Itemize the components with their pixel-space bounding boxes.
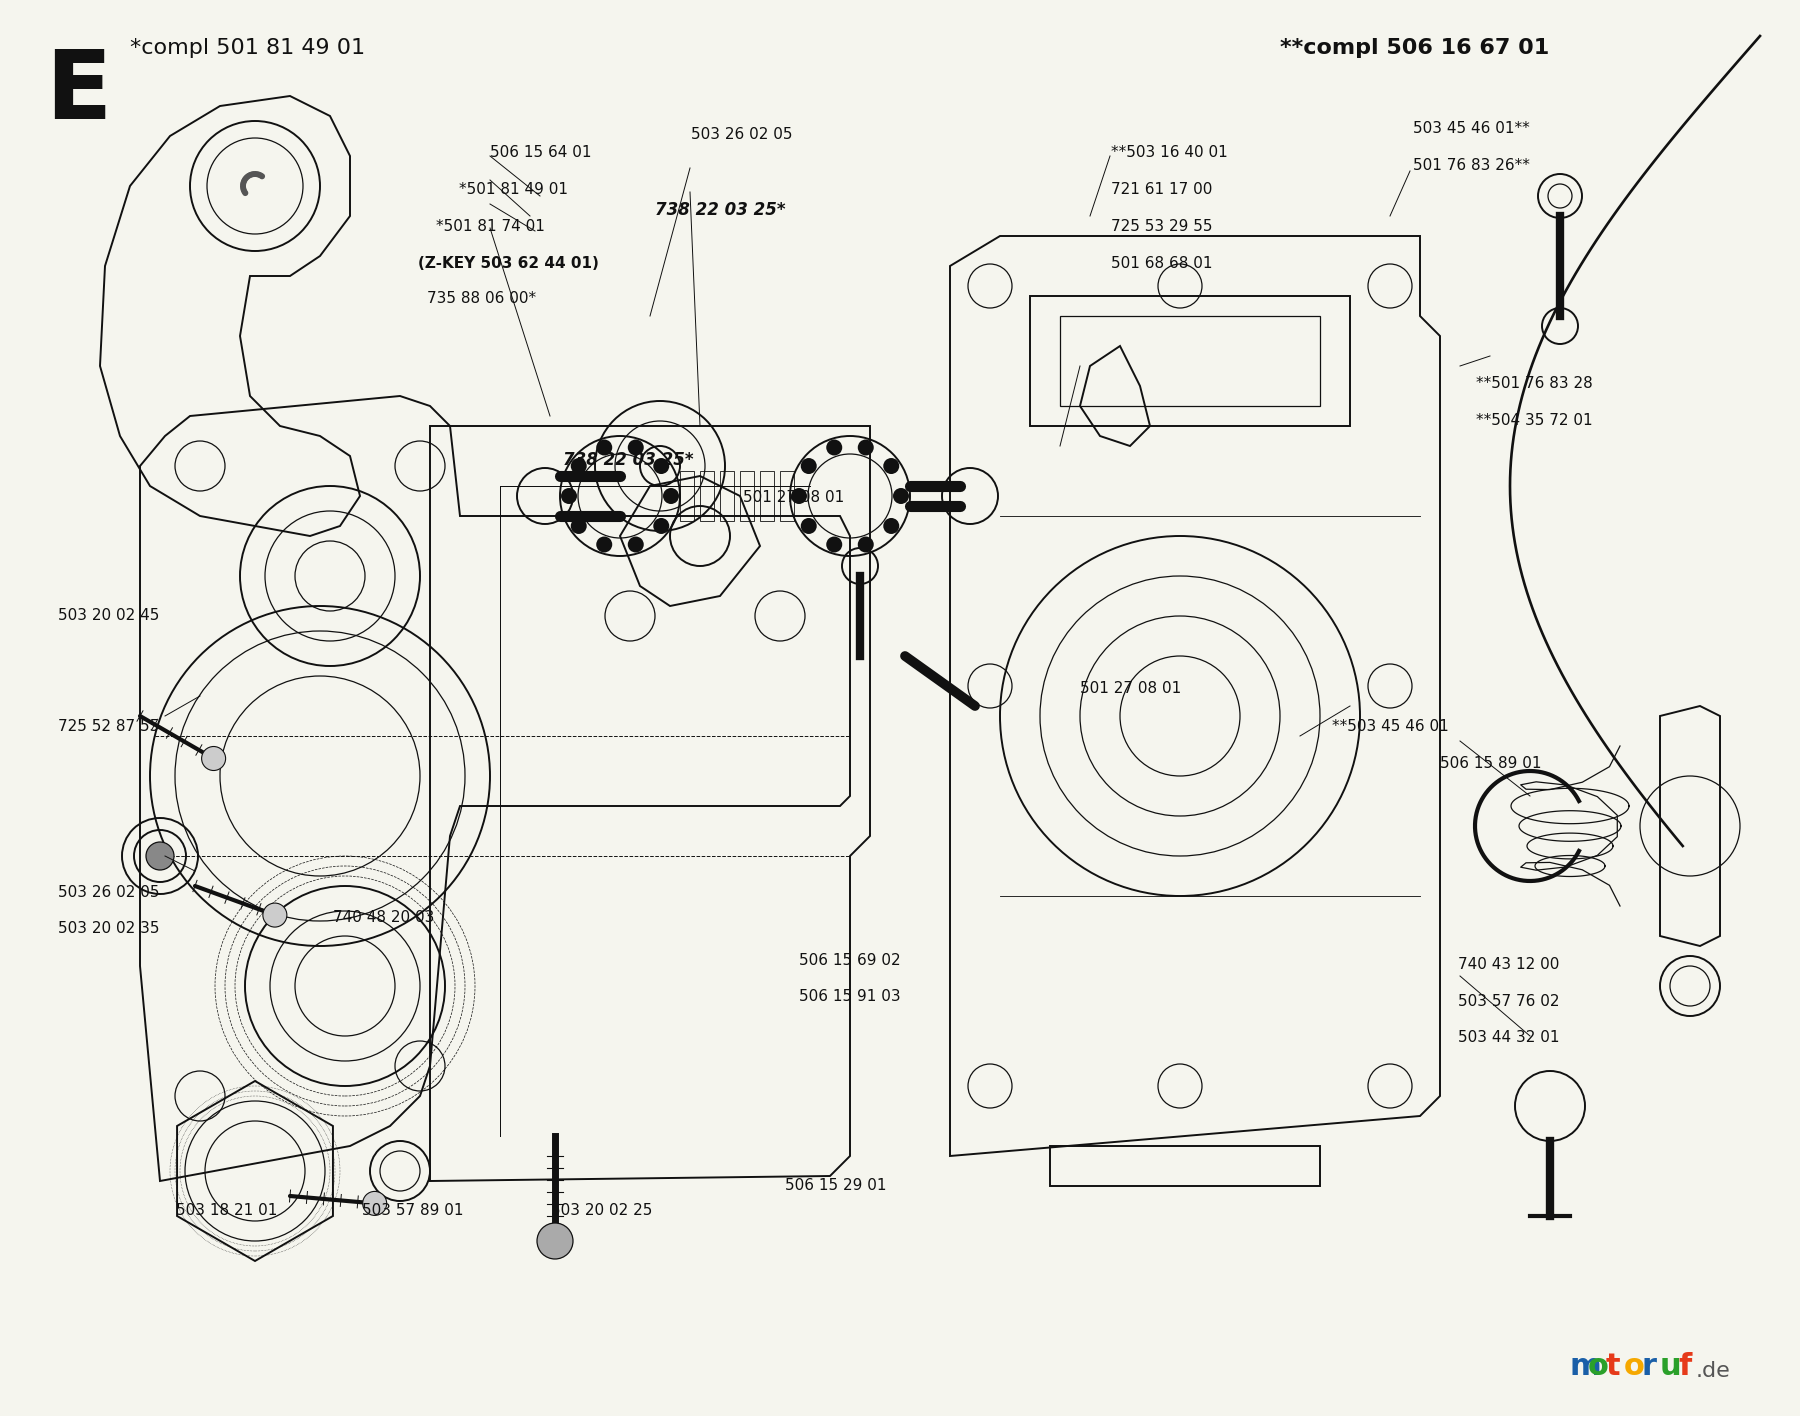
Text: r: r bbox=[1642, 1352, 1658, 1381]
Circle shape bbox=[562, 489, 578, 504]
Circle shape bbox=[653, 457, 670, 474]
Text: 503 57 89 01: 503 57 89 01 bbox=[362, 1204, 463, 1218]
Text: f: f bbox=[1678, 1352, 1692, 1381]
Text: 506 15 89 01: 506 15 89 01 bbox=[1440, 756, 1541, 770]
Circle shape bbox=[239, 185, 247, 191]
Text: (Z-KEY 503 62 44 01): (Z-KEY 503 62 44 01) bbox=[418, 256, 598, 270]
Text: o: o bbox=[1588, 1352, 1609, 1381]
Text: 506 15 91 03: 506 15 91 03 bbox=[799, 990, 900, 1004]
Text: 506 15 64 01: 506 15 64 01 bbox=[490, 146, 590, 160]
Text: 506 15 29 01: 506 15 29 01 bbox=[785, 1178, 886, 1192]
Text: **504 35 72 01: **504 35 72 01 bbox=[1476, 413, 1593, 428]
Text: *compl 501 81 49 01: *compl 501 81 49 01 bbox=[130, 38, 365, 58]
Circle shape bbox=[146, 843, 175, 869]
Text: t: t bbox=[1606, 1352, 1620, 1381]
Text: 721 61 17 00: 721 61 17 00 bbox=[1111, 183, 1211, 197]
Circle shape bbox=[248, 171, 256, 177]
Circle shape bbox=[628, 439, 644, 456]
Text: 735 88 06 00*: 735 88 06 00* bbox=[427, 292, 536, 306]
Circle shape bbox=[256, 171, 261, 177]
Text: o: o bbox=[1624, 1352, 1645, 1381]
Circle shape bbox=[536, 1223, 572, 1259]
Text: *501 81 49 01: *501 81 49 01 bbox=[459, 183, 569, 197]
Bar bbox=[1060, 316, 1319, 406]
Text: .de: .de bbox=[1696, 1361, 1732, 1381]
Text: **501 76 83 28: **501 76 83 28 bbox=[1476, 377, 1593, 391]
Circle shape bbox=[239, 184, 247, 190]
Circle shape bbox=[252, 171, 259, 177]
Circle shape bbox=[257, 173, 263, 178]
Circle shape bbox=[653, 518, 670, 534]
Text: 740 48 20 03: 740 48 20 03 bbox=[333, 910, 434, 925]
Circle shape bbox=[243, 176, 248, 181]
Circle shape bbox=[247, 171, 254, 178]
Circle shape bbox=[801, 457, 817, 474]
Text: m: m bbox=[1570, 1352, 1602, 1381]
Text: **503 45 46 01: **503 45 46 01 bbox=[1332, 719, 1449, 733]
Text: 738 22 03 25*: 738 22 03 25* bbox=[563, 452, 695, 469]
Circle shape bbox=[263, 903, 286, 927]
Bar bbox=[760, 472, 774, 521]
Text: 501 76 83 26**: 501 76 83 26** bbox=[1413, 159, 1530, 173]
Text: 501 68 68 01: 501 68 68 01 bbox=[1111, 256, 1211, 270]
Circle shape bbox=[241, 177, 248, 183]
Circle shape bbox=[884, 518, 900, 534]
Text: 503 57 76 02: 503 57 76 02 bbox=[1458, 994, 1559, 1008]
Text: **compl 506 16 67 01: **compl 506 16 67 01 bbox=[1280, 38, 1550, 58]
Circle shape bbox=[662, 489, 679, 504]
Text: 503 20 02 35: 503 20 02 35 bbox=[58, 922, 158, 936]
Circle shape bbox=[826, 439, 842, 456]
Circle shape bbox=[628, 537, 644, 552]
Text: 501 27 08 01: 501 27 08 01 bbox=[1080, 681, 1181, 695]
Bar bbox=[740, 472, 754, 521]
Circle shape bbox=[596, 537, 612, 552]
Circle shape bbox=[362, 1191, 387, 1215]
Bar bbox=[1049, 1146, 1319, 1187]
Circle shape bbox=[884, 457, 900, 474]
Text: 740 43 12 00: 740 43 12 00 bbox=[1458, 957, 1559, 971]
Bar bbox=[700, 472, 715, 521]
Text: 503 26 02 05: 503 26 02 05 bbox=[58, 885, 158, 899]
Text: E: E bbox=[45, 45, 112, 139]
Text: 503 45 46 01**: 503 45 46 01** bbox=[1413, 122, 1530, 136]
Circle shape bbox=[239, 181, 247, 187]
Circle shape bbox=[241, 188, 247, 194]
Text: 725 52 87 55: 725 52 87 55 bbox=[58, 719, 158, 733]
Circle shape bbox=[571, 518, 587, 534]
Circle shape bbox=[596, 439, 612, 456]
Circle shape bbox=[241, 187, 247, 193]
Bar bbox=[680, 472, 695, 521]
Circle shape bbox=[801, 518, 817, 534]
Circle shape bbox=[571, 457, 587, 474]
Circle shape bbox=[893, 489, 909, 504]
Text: 725 53 29 55: 725 53 29 55 bbox=[1111, 219, 1211, 234]
Text: 506 15 69 02: 506 15 69 02 bbox=[799, 953, 900, 967]
Circle shape bbox=[243, 190, 248, 195]
Text: 503 26 02 05: 503 26 02 05 bbox=[691, 127, 792, 142]
Text: 503 44 32 01: 503 44 32 01 bbox=[1458, 1031, 1559, 1045]
Text: 503 18 21 01: 503 18 21 01 bbox=[176, 1204, 277, 1218]
Circle shape bbox=[826, 537, 842, 552]
Bar bbox=[1030, 296, 1350, 426]
Text: 738 22 03 25*: 738 22 03 25* bbox=[655, 201, 787, 218]
Circle shape bbox=[245, 174, 250, 180]
Text: 501 27 08 01: 501 27 08 01 bbox=[743, 490, 844, 504]
Circle shape bbox=[202, 746, 225, 770]
Circle shape bbox=[241, 180, 247, 185]
Text: *501 81 74 01: *501 81 74 01 bbox=[436, 219, 544, 234]
Circle shape bbox=[259, 173, 265, 180]
Bar bbox=[720, 472, 734, 521]
Circle shape bbox=[859, 537, 873, 552]
Circle shape bbox=[250, 171, 257, 177]
Bar bbox=[779, 472, 794, 521]
Circle shape bbox=[245, 173, 252, 178]
Circle shape bbox=[254, 171, 261, 177]
Text: 503 20 02 25: 503 20 02 25 bbox=[551, 1204, 652, 1218]
Text: **503 16 40 01: **503 16 40 01 bbox=[1111, 146, 1228, 160]
Text: u: u bbox=[1660, 1352, 1681, 1381]
Circle shape bbox=[241, 178, 247, 184]
Circle shape bbox=[859, 439, 873, 456]
Circle shape bbox=[790, 489, 806, 504]
Text: 503 20 02 45: 503 20 02 45 bbox=[58, 609, 158, 623]
